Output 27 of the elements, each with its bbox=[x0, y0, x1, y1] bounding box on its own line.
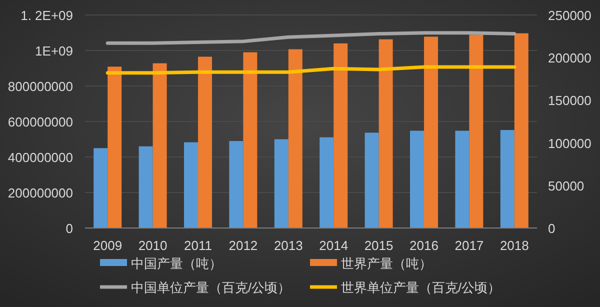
y2-tick-label: 150000 bbox=[548, 93, 592, 108]
x-tick-label: 2017 bbox=[454, 238, 484, 253]
x-tick-label: 2013 bbox=[274, 238, 303, 253]
x-tick-label: 2009 bbox=[93, 238, 122, 253]
legend-label: 世界产量（吨） bbox=[341, 256, 432, 271]
x-tick-label: 2012 bbox=[228, 238, 258, 253]
y-tick-label: 200000000 bbox=[8, 186, 73, 200]
y-tick-label: 1E+09 bbox=[35, 44, 73, 58]
legend-label: 中国单位产量（百克/公顷） bbox=[131, 280, 291, 295]
y-tick-label: 800000000 bbox=[8, 79, 73, 94]
x-tick-label: 2010 bbox=[138, 238, 168, 253]
x-tick-label: 2014 bbox=[319, 238, 348, 253]
legend-label: 世界单位产量（百克/公顷） bbox=[341, 280, 501, 295]
y-tick-label: 1. 2E+09 bbox=[20, 8, 73, 23]
x-tick-label: 2011 bbox=[184, 238, 212, 253]
x-tick-label: 2016 bbox=[410, 238, 438, 253]
x-tick-label: 2015 bbox=[364, 238, 394, 253]
y-tick-label: 400000000 bbox=[8, 150, 73, 165]
y2-tick-label: 200000 bbox=[548, 50, 592, 66]
y2-tick-label: 50000 bbox=[548, 178, 584, 194]
y-tick-label: 0 bbox=[66, 221, 73, 236]
y2-tick-label: 0 bbox=[548, 221, 556, 236]
y2-tick-label: 100000 bbox=[548, 136, 592, 151]
x-tick-label: 2018 bbox=[500, 238, 529, 253]
y-tick-label: 600000000 bbox=[8, 114, 73, 130]
y2-tick-label: 250000 bbox=[548, 8, 592, 23]
legend-label: 中国产量（吨） bbox=[131, 256, 222, 271]
